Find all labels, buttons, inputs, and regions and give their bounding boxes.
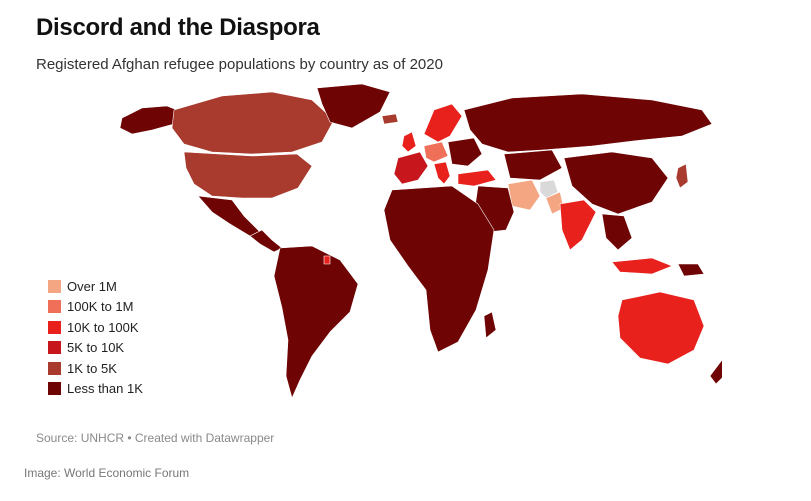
- legend-swatch: [48, 320, 61, 334]
- region-french-guiana[interactable]: [323, 255, 331, 265]
- legend-item: 100K to 1M: [48, 297, 208, 318]
- legend-swatch: [48, 341, 61, 355]
- image-credit: Image: World Economic Forum: [24, 466, 190, 480]
- legend-item: Over 1M: [48, 276, 208, 297]
- region-south-america[interactable]: [273, 245, 359, 399]
- legend-label: 100K to 1M: [67, 299, 134, 315]
- legend-item: 5K to 10K: [48, 338, 208, 359]
- region-new-zealand[interactable]: [709, 359, 722, 385]
- region-usa[interactable]: [183, 151, 313, 199]
- legend-swatch: [48, 361, 61, 375]
- region-central-america[interactable]: [249, 229, 283, 253]
- chart-subtitle: Registered Afghan refugee populations by…: [36, 56, 443, 73]
- legend-label: Less than 1K: [67, 381, 143, 397]
- legend-item: 10K to 100K: [48, 317, 208, 338]
- legend-label: 10K to 100K: [67, 319, 139, 335]
- region-scandinavia[interactable]: [423, 103, 463, 143]
- region-indonesia[interactable]: [611, 257, 673, 275]
- legend: Over 1M 100K to 1M 10K to 100K 5K to 10K…: [48, 276, 208, 399]
- region-russia[interactable]: [463, 93, 713, 153]
- region-uk[interactable]: [401, 131, 417, 153]
- region-turkey[interactable]: [457, 169, 497, 187]
- region-greenland[interactable]: [316, 83, 391, 129]
- region-germany[interactable]: [423, 141, 449, 163]
- region-canada[interactable]: [171, 91, 335, 155]
- region-india[interactable]: [559, 199, 597, 251]
- region-papua[interactable]: [677, 263, 705, 277]
- region-japan[interactable]: [675, 163, 689, 189]
- legend-label: 5K to 10K: [67, 340, 125, 356]
- world-map: [119, 83, 722, 399]
- region-africa[interactable]: [383, 185, 495, 353]
- legend-label: 1K to 5K: [67, 360, 117, 376]
- source-note: Source: UNHCR • Created with Datawrapper: [36, 431, 275, 445]
- region-southeast-asia[interactable]: [601, 213, 633, 251]
- legend-label: Over 1M: [67, 278, 117, 294]
- region-madagascar[interactable]: [483, 311, 497, 339]
- region-iran[interactable]: [507, 179, 541, 211]
- legend-item: Less than 1K: [48, 379, 208, 400]
- region-iceland[interactable]: [381, 113, 399, 125]
- region-australia[interactable]: [617, 291, 705, 365]
- region-france-spain[interactable]: [393, 151, 429, 185]
- region-china[interactable]: [563, 151, 669, 215]
- legend-swatch: [48, 279, 61, 293]
- region-eastern-europe[interactable]: [447, 137, 483, 167]
- region-italy[interactable]: [433, 161, 451, 185]
- chart-card: Discord and the Diaspora Registered Afgh…: [22, 0, 788, 460]
- region-afghanistan: [539, 179, 559, 199]
- legend-swatch: [48, 300, 61, 314]
- legend-item: 1K to 5K: [48, 358, 208, 379]
- region-mexico[interactable]: [197, 195, 261, 237]
- region-central-asia[interactable]: [503, 149, 563, 181]
- chart-title: Discord and the Diaspora: [36, 14, 320, 41]
- legend-swatch: [48, 382, 61, 396]
